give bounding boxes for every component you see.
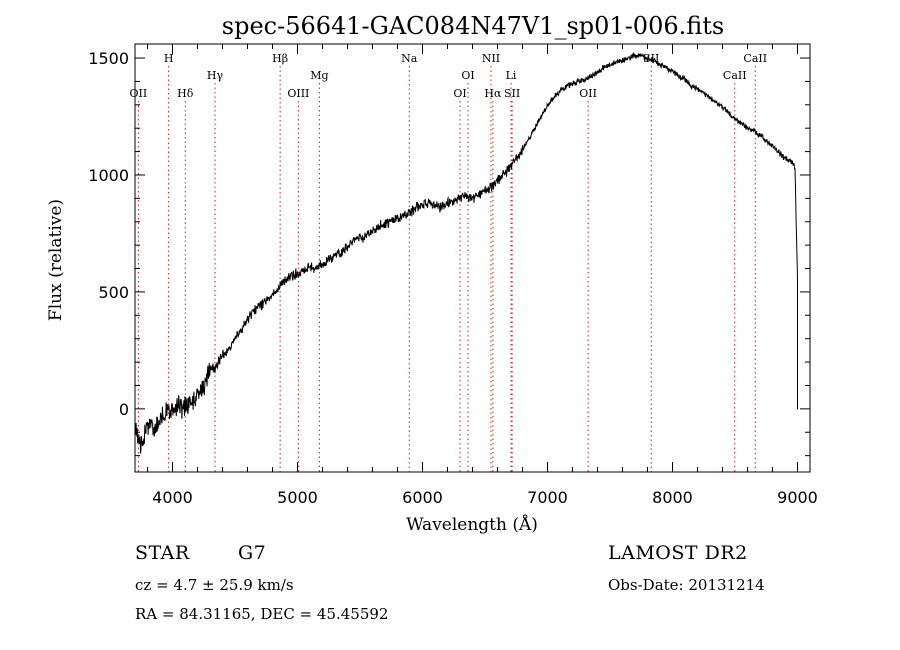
spectral-line-label: Li xyxy=(506,69,517,82)
spectral-line-label: Hδ xyxy=(177,87,194,100)
plot-frame xyxy=(134,43,811,473)
spectral-line-label: Hα xyxy=(484,87,502,100)
object-subclass: G7 xyxy=(238,542,267,564)
spectral-line-label: CaII xyxy=(743,52,767,65)
observation-date: Obs-Date: 20131214 xyxy=(608,576,765,594)
spectral-line-label: Mg xyxy=(310,69,328,82)
spectral-line-label: SII xyxy=(504,87,520,100)
x-tick-label: 6000 xyxy=(402,488,443,507)
spectral-line-label: H xyxy=(164,52,174,65)
spectral-line-label: CaII xyxy=(723,69,747,82)
x-tick-label: 8000 xyxy=(652,488,693,507)
spectrum-line xyxy=(134,51,799,454)
coordinates: RA = 84.31165, DEC = 45.45592 xyxy=(135,605,389,623)
object-class: STAR xyxy=(135,542,190,564)
axis-ticks: 4000 5000 6000 7000 8000 9000 0 500 1000 1500 xyxy=(88,44,818,507)
y-axis-label: Flux (relative) xyxy=(46,199,66,321)
survey-name: LAMOST DR2 xyxy=(608,542,748,564)
x-tick-label: 4000 xyxy=(152,488,193,507)
x-tick-label: 9000 xyxy=(777,488,818,507)
x-axis-label: Wavelength (Å) xyxy=(406,514,538,535)
x-tick-label: 7000 xyxy=(527,488,568,507)
x-tick-label: 5000 xyxy=(277,488,318,507)
spectral-line-label: Hβ xyxy=(272,52,288,65)
spectral-line-label: OII xyxy=(130,87,148,100)
spectral-line-label: Na xyxy=(401,52,418,65)
spectral-line-label: NII xyxy=(482,52,500,65)
y-tick-label: 0 xyxy=(119,400,129,419)
spectral-line-label: Hγ xyxy=(207,69,224,82)
y-tick-label: 1500 xyxy=(88,49,129,68)
redshift-velocity: cz = 4.7 ± 25.9 km/s xyxy=(135,576,294,594)
plot-border xyxy=(134,43,811,473)
y-tick-label: 1000 xyxy=(88,166,129,185)
spectral-line-label: OI xyxy=(461,69,474,82)
spectral-line-label: OIII xyxy=(287,87,309,100)
chart-title: spec-56641-GAC084N47V1_sp01-006.fits xyxy=(222,12,724,40)
spectrum-series xyxy=(134,51,799,454)
spectral-line-label: OII xyxy=(579,87,597,100)
y-tick-label: 500 xyxy=(98,283,129,302)
spectral-line-label: OI xyxy=(453,87,466,100)
